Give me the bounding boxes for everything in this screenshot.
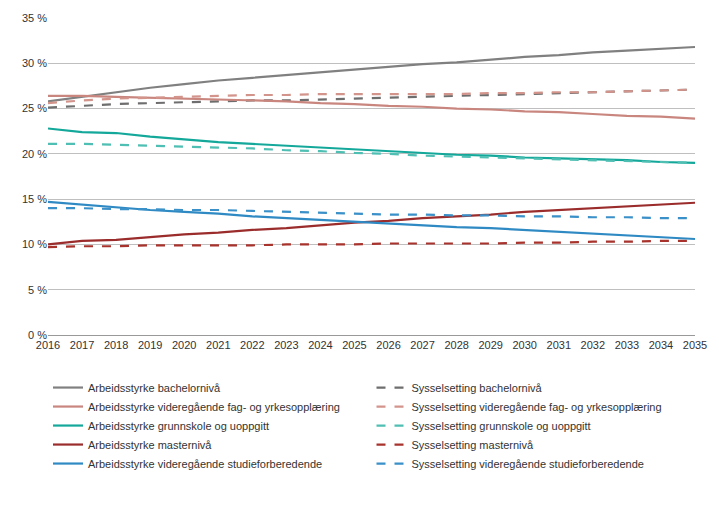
svg-text:2017: 2017 xyxy=(70,339,94,351)
svg-text:30 %: 30 % xyxy=(22,57,47,69)
svg-text:0 %: 0 % xyxy=(28,329,47,341)
svg-text:5 %: 5 % xyxy=(28,284,47,296)
svg-text:35 %: 35 % xyxy=(22,12,47,24)
svg-text:2034: 2034 xyxy=(649,339,673,351)
svg-text:2029: 2029 xyxy=(478,339,502,351)
svg-text:2021: 2021 xyxy=(206,339,230,351)
svg-text:20 %: 20 % xyxy=(22,148,47,160)
svg-text:Sysselsetting bachelornivå: Sysselsetting bachelornivå xyxy=(412,382,543,394)
svg-text:2027: 2027 xyxy=(410,339,434,351)
svg-text:Arbeidsstyrke masternivå: Arbeidsstyrke masternivå xyxy=(88,439,212,451)
svg-text:2035: 2035 xyxy=(683,339,707,351)
svg-text:2024: 2024 xyxy=(308,339,332,351)
svg-text:2032: 2032 xyxy=(581,339,605,351)
svg-text:Arbeidsstyrke grunnskole og uo: Arbeidsstyrke grunnskole og uoppgitt xyxy=(88,420,269,432)
svg-text:Sysselsetting videregående stu: Sysselsetting videregående studieforbere… xyxy=(412,458,644,470)
svg-text:2026: 2026 xyxy=(376,339,400,351)
svg-text:15 %: 15 % xyxy=(22,193,47,205)
svg-text:Sysselsetting videregående fag: Sysselsetting videregående fag- og yrkes… xyxy=(412,401,662,413)
svg-text:2016: 2016 xyxy=(36,339,60,351)
svg-text:2020: 2020 xyxy=(172,339,196,351)
svg-text:2018: 2018 xyxy=(104,339,128,351)
svg-text:2033: 2033 xyxy=(615,339,639,351)
svg-text:25 %: 25 % xyxy=(22,102,47,114)
svg-text:Sysselsetting masternivå: Sysselsetting masternivå xyxy=(412,439,535,451)
svg-text:2028: 2028 xyxy=(444,339,468,351)
svg-text:2019: 2019 xyxy=(138,339,162,351)
svg-text:10 %: 10 % xyxy=(22,238,47,250)
svg-text:2030: 2030 xyxy=(512,339,536,351)
svg-text:2025: 2025 xyxy=(342,339,366,351)
svg-text:Arbeidsstyrke videregående fag: Arbeidsstyrke videregående fag- og yrkes… xyxy=(88,401,340,413)
svg-text:2031: 2031 xyxy=(547,339,571,351)
svg-text:Arbeidsstyrke bachelornivå: Arbeidsstyrke bachelornivå xyxy=(88,382,221,394)
svg-text:Arbeidsstyrke videregående stu: Arbeidsstyrke videregående studieforbere… xyxy=(88,458,322,470)
svg-text:2023: 2023 xyxy=(274,339,298,351)
svg-text:Sysselsetting grunnskole og uo: Sysselsetting grunnskole og uoppgitt xyxy=(412,420,591,432)
svg-text:2022: 2022 xyxy=(240,339,264,351)
